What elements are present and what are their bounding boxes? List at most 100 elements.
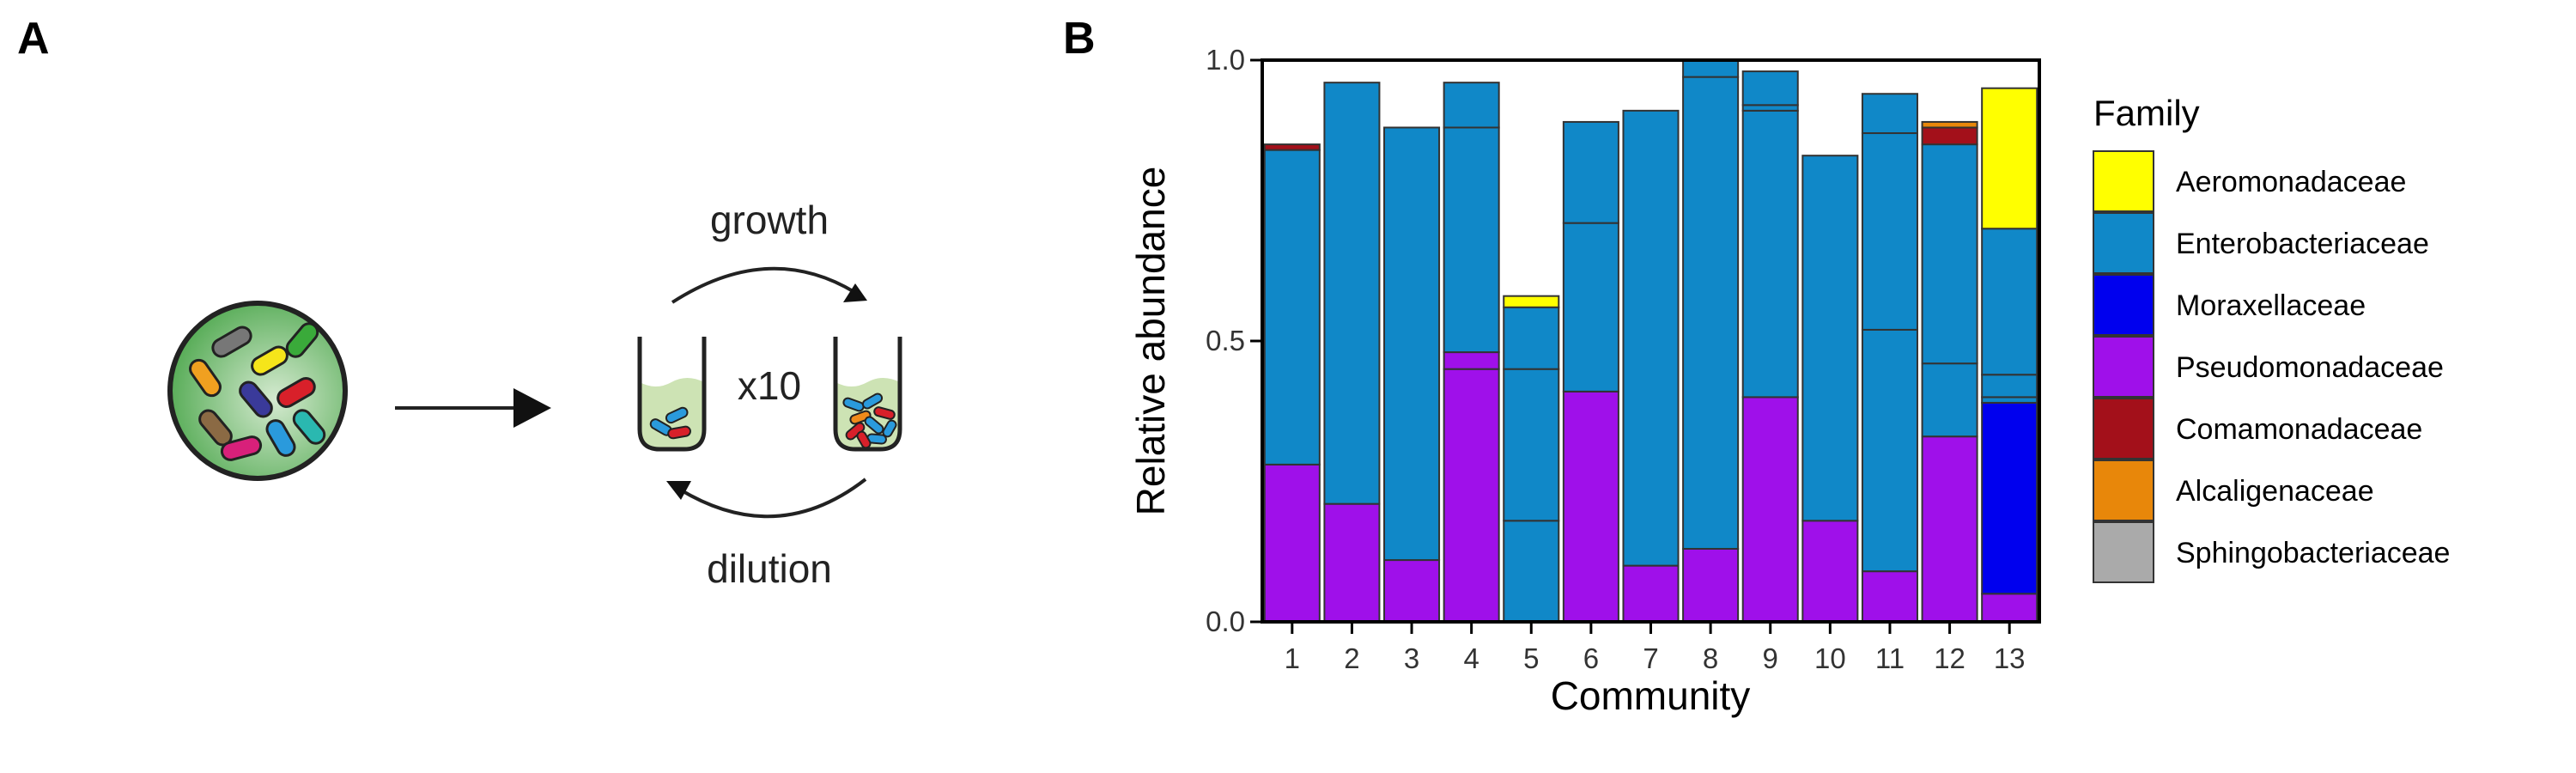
bar-segment-10-1 <box>1801 520 1859 624</box>
arrow-right-icon <box>395 388 551 428</box>
legend-item-comamonadaceae: Comamonadaceae <box>2093 398 2422 460</box>
bar-segment-8-2 <box>1682 76 1740 550</box>
bar-segment-13-1 <box>1981 593 2038 623</box>
bar-segment-7-2 <box>1622 109 1680 567</box>
bar-segment-3-1 <box>1383 559 1441 623</box>
bar-segment-12-2 <box>1921 362 1978 438</box>
dilution-label: dilution <box>707 546 832 591</box>
bar-community-6 <box>1562 120 1619 623</box>
x-tick-label-10: 10 <box>1814 642 1846 674</box>
legend-swatch-enterobacteriaceae <box>2093 212 2154 274</box>
x-tick-label-4: 4 <box>1463 642 1479 674</box>
bar-community-4 <box>1443 82 1500 623</box>
x-tick-label-6: 6 <box>1583 642 1599 674</box>
bar-segment-13-4 <box>1981 374 2038 399</box>
bar-segment-12-5 <box>1921 120 1978 129</box>
bar-segment-4-4 <box>1443 82 1500 129</box>
bar-segment-12-4 <box>1921 126 1978 146</box>
bar-community-9 <box>1741 70 1799 623</box>
x-tick-label-7: 7 <box>1643 642 1658 674</box>
bar-segment-4-2 <box>1443 351 1500 370</box>
x-tick-label-3: 3 <box>1404 642 1419 674</box>
x-tick-label-13: 13 <box>1994 642 2026 674</box>
bar-segment-12-1 <box>1921 435 1978 623</box>
bar-community-13 <box>1981 87 2038 623</box>
bar-segment-5-4 <box>1503 295 1560 308</box>
bar-segment-9-1 <box>1741 396 1799 623</box>
x-tick-label-8: 8 <box>1703 642 1718 674</box>
bars-layer <box>1263 59 2038 624</box>
bar-community-12 <box>1921 120 1978 623</box>
bar-segment-11-1 <box>1861 570 1918 624</box>
bar-community-11 <box>1861 93 1918 624</box>
bar-segment-13-2 <box>1981 401 2038 595</box>
legend-label-alcaligenaceae: Alcaligenaceae <box>2176 475 2374 508</box>
x-tick-label-1: 1 <box>1285 642 1300 674</box>
x-axis-title: Community <box>1551 673 1751 718</box>
test-tube-left-icon <box>637 337 707 452</box>
y-axis-title: Relative abundance <box>1128 167 1173 516</box>
bar-community-7 <box>1622 109 1680 623</box>
bar-community-1 <box>1263 143 1321 623</box>
bar-community-3 <box>1383 126 1441 623</box>
bar-segment-5-1 <box>1503 520 1560 624</box>
panel-label-b: B <box>1063 14 1096 64</box>
bar-segment-12-3 <box>1921 143 1978 365</box>
bar-segment-5-3 <box>1503 306 1560 370</box>
legend-label-enterobacteriaceae: Enterobacteriaceae <box>2176 228 2429 260</box>
bar-segment-4-1 <box>1443 368 1500 623</box>
legend-swatch-alcaligenaceae <box>2093 460 2154 521</box>
legend-item-aeromonadaceae: Aeromonadaceae <box>2093 150 2406 212</box>
legend-swatch-sphingobacteriaceae <box>2093 521 2154 583</box>
growth-label: growth <box>710 198 829 242</box>
test-tube-right-icon <box>833 337 902 452</box>
x-tick-label-11: 11 <box>1875 642 1905 674</box>
bar-segment-8-1 <box>1682 547 1740 623</box>
legend-label-moraxellaceae: Moraxellaceae <box>2176 289 2366 322</box>
bar-segment-6-2 <box>1562 222 1619 393</box>
legend-title: Family <box>2093 93 2200 133</box>
bar-segment-1-2 <box>1263 149 1321 466</box>
x-axis: 1 2 3 4 5 6 7 8 9 10 11 12 13 <box>1285 622 2026 674</box>
bar-segment-2-2 <box>1323 82 1381 505</box>
bar-segment-7-1 <box>1622 564 1680 623</box>
x-tick-label-5: 5 <box>1523 642 1539 674</box>
legend-item-alcaligenaceae: Alcaligenaceae <box>2093 460 2374 521</box>
experiment-schematic: growth x10 dilution <box>167 198 902 591</box>
stacked-bar-chart: 0.00.51.0 1 2 3 4 5 6 7 8 9 10 11 12 13 Community Re… <box>1128 44 2450 718</box>
growth-arrow-icon <box>671 266 867 304</box>
bar-segment-11-3 <box>1861 132 1918 331</box>
multiplier-label: x10 <box>738 363 801 408</box>
bar-segment-8-3 <box>1682 59 1740 78</box>
panel-label-a: A <box>17 14 50 64</box>
bar-community-8 <box>1682 59 1740 623</box>
bar-segment-2-1 <box>1323 502 1381 623</box>
bar-segment-6-3 <box>1562 120 1619 224</box>
legend-item-moraxellaceae: Moraxellaceae <box>2093 274 2366 336</box>
bar-segment-3-2 <box>1383 126 1441 562</box>
legend-item-sphingobacteriaceae: Sphingobacteriaceae <box>2093 521 2450 583</box>
bar-segment-9-4 <box>1741 70 1799 107</box>
y-tick-label-1: 0.5 <box>1206 325 1245 356</box>
x-tick-label-2: 2 <box>1344 642 1359 674</box>
bar-segment-11-2 <box>1861 328 1918 573</box>
y-tick-label-0: 0.0 <box>1206 606 1245 637</box>
dilution-arrow-icon <box>666 478 867 519</box>
legend-label-pseudomonadaceae: Pseudomonadaceae <box>2176 351 2444 384</box>
bar-segment-10-2 <box>1801 155 1859 522</box>
x-tick-label-9: 9 <box>1763 642 1778 674</box>
x-tick-label-12: 12 <box>1934 642 1965 674</box>
bar-segment-13-5 <box>1981 228 2038 376</box>
bar-segment-5-2 <box>1503 368 1560 522</box>
bar-segment-13-6 <box>1981 87 2038 230</box>
bar-segment-4-3 <box>1443 126 1500 354</box>
legend-swatch-moraxellaceae <box>2093 274 2154 336</box>
bar-community-10 <box>1801 155 1859 624</box>
legend-label-comamonadaceae: Comamonadaceae <box>2176 413 2422 446</box>
bar-segment-1-1 <box>1263 463 1321 623</box>
legend-swatch-comamonadaceae <box>2093 398 2154 460</box>
bar-segment-9-2 <box>1741 109 1799 399</box>
legend-item-pseudomonadaceae: Pseudomonadaceae <box>2093 336 2444 398</box>
legend-swatch-pseudomonadaceae <box>2093 336 2154 398</box>
legend-swatch-aeromonadaceae <box>2093 150 2154 212</box>
